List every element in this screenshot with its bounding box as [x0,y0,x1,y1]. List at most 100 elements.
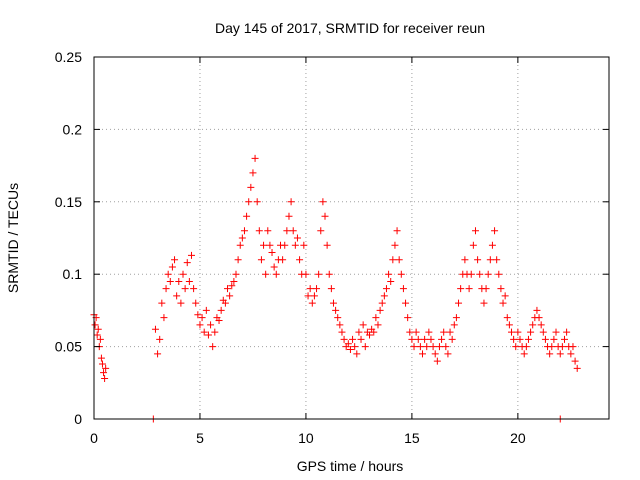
data-point [204,331,212,339]
data-point [503,314,511,322]
data-point [412,328,420,336]
data-point [374,321,382,329]
data-point [281,241,289,249]
data-point [423,343,431,351]
data-point [154,350,162,358]
data-point [187,251,195,259]
data-point [158,299,166,307]
y-tick-label: 0.1 [63,266,83,282]
data-point [289,227,297,235]
data-point [556,350,564,358]
data-point [332,306,340,314]
data-point [493,256,501,264]
data-point [323,241,331,249]
data-point [527,328,535,336]
data-point [482,285,490,293]
x-tick-label: 15 [404,430,420,446]
data-point [217,306,225,314]
data-point [215,317,223,325]
data-point [293,234,301,242]
data-point [98,360,106,368]
data-point [245,198,253,206]
data-point [171,256,179,264]
data-point [266,241,274,249]
data-point [533,306,541,314]
data-point [414,335,422,343]
data-point [380,292,388,300]
data-point [313,285,321,293]
data-point [416,343,424,351]
data-point [192,299,200,307]
data-point [389,256,397,264]
data-point [249,169,257,177]
data-point [232,270,240,278]
data-point [457,285,465,293]
data-point [393,227,401,235]
data-point [491,227,499,235]
data-point [291,241,299,249]
data-point [359,321,367,329]
data-point [552,328,560,336]
data-point [338,328,346,336]
data-point [495,270,503,278]
data-point [230,277,238,285]
data-point [546,350,554,358]
data-point [499,299,507,307]
data-point [226,292,234,300]
data-point [173,292,181,300]
data-point [486,256,494,264]
data-point [370,328,378,336]
data-point [264,227,272,235]
data-point [285,212,293,220]
data-point [522,343,530,351]
x-tick-label: 0 [90,430,98,446]
data-point [102,364,110,372]
data-point [321,212,329,220]
data-point [571,357,579,365]
data-point [240,227,248,235]
ticks-layer: 0 0.05 0.1 0.15 0.2 0.25 0 5 10 15 20 [55,49,609,446]
data-point [97,354,105,362]
data-point [512,343,520,351]
data-point [429,343,437,351]
data-point [334,314,342,322]
data-point [308,299,316,307]
data-point [181,285,189,293]
data-point [96,335,104,343]
data-point [317,227,325,235]
data-point [361,343,369,351]
data-point [236,241,244,249]
data-point [357,335,365,343]
data-point [501,292,509,300]
data-point [372,314,380,322]
data-point [198,314,206,322]
data-point [183,259,191,267]
data-point [505,321,513,329]
data-point [327,285,335,293]
data-point [251,154,259,162]
data-point [550,335,558,343]
data-point [168,263,176,271]
data-point [200,328,208,336]
data-point [399,285,407,293]
data-point [446,328,454,336]
plot-frame [93,56,610,420]
data-point [391,241,399,249]
data-point [160,314,168,322]
data-point [438,335,446,343]
data-point [408,335,416,343]
data-point [228,282,236,290]
data-point [319,198,327,206]
data-point [162,285,170,293]
data-point [156,335,164,343]
data-point [253,198,261,206]
data-point [100,369,108,377]
data-point [151,325,159,333]
data-point [257,256,265,264]
data-point [378,299,386,307]
x-axis-label: GPS time / hours [297,458,404,474]
data-point [548,343,556,351]
data-point [421,335,429,343]
data-point [387,277,395,285]
data-point [175,277,183,285]
